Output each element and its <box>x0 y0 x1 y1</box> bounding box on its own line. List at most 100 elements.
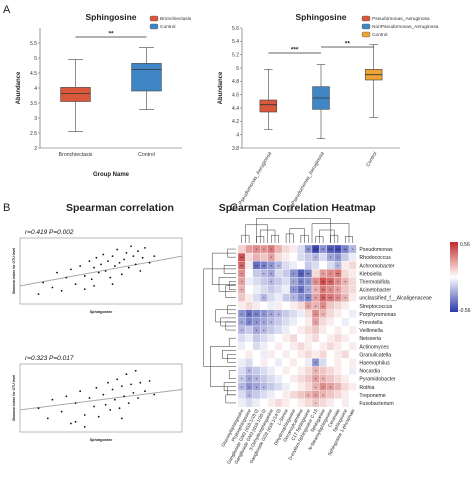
data-point <box>137 250 139 253</box>
significance-star: * <box>271 264 273 268</box>
heatmap-cell <box>267 325 276 335</box>
heatmap-cell <box>334 398 342 408</box>
heatmap-cell <box>282 325 290 335</box>
heatmap-cell <box>274 382 283 391</box>
data-point <box>46 417 49 420</box>
significance-star: * <box>293 289 295 293</box>
data-point <box>132 392 135 394</box>
spearman-correlation-title: Spearman correlation <box>66 202 174 214</box>
significance-star: *** <box>313 248 318 252</box>
y-tick-label: 4 <box>236 132 239 138</box>
row-label: Prevotella <box>359 320 382 326</box>
data-point <box>134 263 137 266</box>
significance-star: * <box>256 386 258 390</box>
y-tick-label: 5.4 <box>232 39 239 45</box>
data-point <box>118 407 121 410</box>
heatmap-cell <box>274 252 283 262</box>
significance-star: * <box>322 394 324 398</box>
heatmap-cell <box>311 269 320 278</box>
scatter-plot-top: r=0.419 P=0.002 Sphingosine Shannon index … <box>12 229 183 314</box>
heatmap-cell <box>334 301 342 310</box>
heatmap-cell <box>326 333 335 343</box>
heatmap-cell <box>304 309 313 319</box>
heatmap-cell <box>289 398 298 408</box>
y-tick-label: 3.8 <box>232 146 239 152</box>
heatmap-cell <box>348 398 357 408</box>
heatmap-cell <box>341 342 350 351</box>
heatmap-cell <box>237 350 246 359</box>
heatmap-cell <box>326 366 335 375</box>
data-point <box>51 286 54 289</box>
significance-star: * <box>315 386 317 390</box>
y-tick-label: 5 <box>34 56 37 62</box>
significance-star: * <box>315 313 317 317</box>
heatmap-cell <box>260 333 268 343</box>
significance-label: *** <box>291 47 299 54</box>
heatmap-cell <box>348 342 357 351</box>
heatmap-cell <box>282 277 290 286</box>
heatmap-cell <box>297 358 305 367</box>
y-tick-label: 3.5 <box>30 101 37 107</box>
heatmap-cell <box>326 374 335 383</box>
heatmap-cell <box>274 358 283 367</box>
heatmap-cell <box>289 252 298 262</box>
data-point <box>74 420 77 423</box>
data-point <box>97 415 100 418</box>
row-label: Pyramidobacter <box>359 377 396 383</box>
heatmap-cell <box>274 390 283 400</box>
heatmap-cell <box>289 358 298 367</box>
row-dendrogram-branch <box>222 350 236 359</box>
heatmap-cell <box>274 374 283 383</box>
data-point <box>113 398 116 401</box>
y-axis-label: Shannon index for OTU level <box>12 375 16 421</box>
legend-label: Bronchiectasis <box>160 16 192 22</box>
row-label: Klebsiella <box>359 271 381 277</box>
heatmap-cell <box>274 350 283 359</box>
significance-star: ** <box>248 313 251 317</box>
significance-star: ** <box>262 264 265 268</box>
row-label: Streptococcus <box>359 304 392 310</box>
row-label: Neisseria <box>359 336 381 342</box>
significance-star: * <box>315 305 317 309</box>
heatmap-cell <box>267 398 276 408</box>
row-dendrogram-branch <box>215 309 236 323</box>
significance-star: * <box>315 321 317 325</box>
significance-star: * <box>315 402 317 406</box>
heatmap-cell <box>348 285 357 294</box>
heatmap-cell <box>289 374 298 383</box>
heatmap-cell <box>304 317 313 327</box>
significance-star: * <box>322 386 324 390</box>
heatmap-cell <box>274 342 283 351</box>
heatmap-cell <box>297 325 305 335</box>
data-point <box>102 393 105 396</box>
significance-star: * <box>256 248 258 252</box>
significance-star: * <box>337 264 339 268</box>
heatmap-cell <box>237 366 246 375</box>
heatmap-cell <box>348 301 357 310</box>
heatmap-cell <box>341 261 350 270</box>
heatmap-cell <box>282 269 290 278</box>
heatmap-cell <box>282 398 290 408</box>
significance-star: ** <box>307 297 310 301</box>
heatmap-cell <box>341 325 350 335</box>
heatmap-cell <box>334 390 342 400</box>
significance-star: * <box>263 248 265 252</box>
x-axis-label: Sphingosine <box>90 310 113 314</box>
heatmap-cell <box>282 252 290 262</box>
heatmap-cell <box>260 390 268 400</box>
row-label: Achromobacter <box>359 263 394 269</box>
y-tick-label: 3 <box>34 116 37 122</box>
heatmap-cell <box>341 382 350 391</box>
data-point <box>111 283 114 286</box>
heatmap-cell <box>260 366 268 375</box>
data-point <box>125 373 128 376</box>
data-point <box>116 378 119 381</box>
correlation-annotation: r=0.323 P=0.017 <box>25 355 74 362</box>
heatmap-cell <box>274 285 283 294</box>
correlation-heatmap: Spearman Correlation Heatmap* * * ** *** ** **… <box>203 202 471 465</box>
significance-star: * <box>241 313 243 317</box>
heatmap-cell <box>289 244 298 254</box>
row-label: unclassified_f__Alcaligenaceae <box>359 296 432 302</box>
heatmap-cell <box>237 301 246 310</box>
heatmap-cell <box>274 301 283 310</box>
